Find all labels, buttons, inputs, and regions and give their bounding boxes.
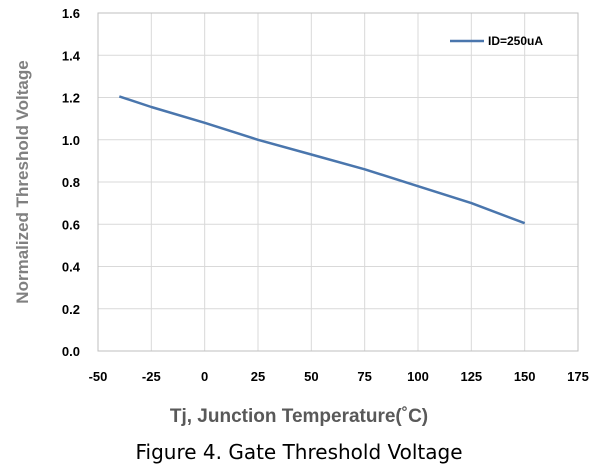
x-tick-label: 0 [201,369,208,384]
x-tick-label: 75 [357,369,371,384]
grid [97,12,579,352]
x-tick-label: 150 [514,369,536,384]
y-tick-labels: 0.0 0.2 0.4 0.6 0.8 1.0 1.2 1.4 1.6 [62,6,81,359]
y-tick-label: 0.0 [62,344,80,359]
legend: ID=250uA [450,34,543,48]
x-tick-label: 25 [251,369,265,384]
y-tick-label: 0.6 [62,217,80,232]
x-tick-label: -25 [142,369,161,384]
x-tick-labels: -50 -25 0 25 50 75 100 125 150 175 [89,369,589,384]
chart: 0.0 0.2 0.4 0.6 0.8 1.0 1.2 1.4 1.6 -50 -25 0 25 50 7… [13,6,589,384]
x-axis-label: Tj, Junction Temperature(˚C) [169,406,429,427]
x-tick-label: 125 [460,369,482,384]
y-tick-label: 0.4 [62,260,81,275]
legend-label: ID=250uA [488,34,543,48]
y-tick-label: 0.8 [62,175,80,190]
y-tick-label: 1.0 [62,133,80,148]
x-tick-label: 50 [304,369,318,384]
figure-caption: Figure 4. Gate Threshold Voltage [135,440,463,464]
y-tick-label: 1.2 [62,91,80,106]
series-lines [118,95,526,225]
y-axis-label: Normalized Threshold Voltage [13,60,32,303]
y-tick-label: 1.4 [62,48,81,63]
series-line [118,95,526,225]
y-tick-label: 0.2 [62,302,80,317]
x-tick-label: 100 [407,369,429,384]
plot-frame [97,12,579,352]
x-tick-label: 175 [567,369,589,384]
x-tick-label: -50 [89,369,108,384]
y-tick-label: 1.6 [62,6,80,21]
